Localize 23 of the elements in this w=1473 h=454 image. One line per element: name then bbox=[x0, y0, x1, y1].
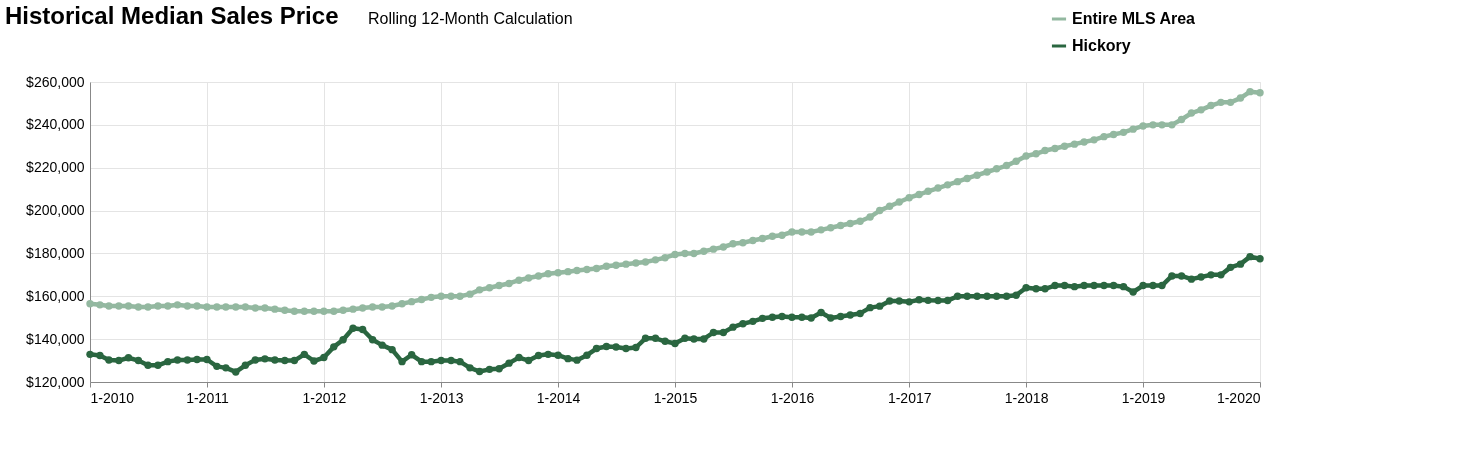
y-tick-label: $260,000 bbox=[26, 73, 85, 90]
y-tick-label: $120,000 bbox=[26, 373, 85, 390]
y-tick-label: $160,000 bbox=[26, 287, 85, 304]
y-tick-label: $180,000 bbox=[26, 244, 85, 261]
x-tick-label: 1-2020 bbox=[1216, 389, 1261, 406]
y-tick-label: $140,000 bbox=[26, 330, 85, 347]
x-tick-label: 1-2016 bbox=[770, 389, 815, 406]
x-tick-label: 1-2017 bbox=[887, 389, 932, 406]
x-tick-label: 1-2010 bbox=[90, 389, 135, 406]
x-tick-label: 1-2014 bbox=[536, 389, 581, 406]
x-tick-label: 1-2011 bbox=[186, 389, 229, 406]
chart-subtitle: Rolling 12-Month Calculation bbox=[368, 10, 573, 27]
x-tick-label: 1-2012 bbox=[302, 389, 347, 406]
y-tick-label: $220,000 bbox=[26, 159, 85, 176]
x-tick-label: 1-2015 bbox=[653, 389, 698, 406]
y-tick-label: $200,000 bbox=[26, 202, 85, 219]
x-tick-label: 1-2013 bbox=[419, 389, 464, 406]
x-tick-label: 1-2018 bbox=[1004, 389, 1049, 406]
legend-label: Entire MLS Area bbox=[1072, 10, 1196, 27]
legend-label: Hickory bbox=[1072, 37, 1131, 54]
chart-title: Historical Median Sales Price bbox=[5, 2, 339, 29]
x-tick-label: 1-2019 bbox=[1121, 389, 1166, 406]
y-tick-label: $240,000 bbox=[26, 116, 85, 133]
